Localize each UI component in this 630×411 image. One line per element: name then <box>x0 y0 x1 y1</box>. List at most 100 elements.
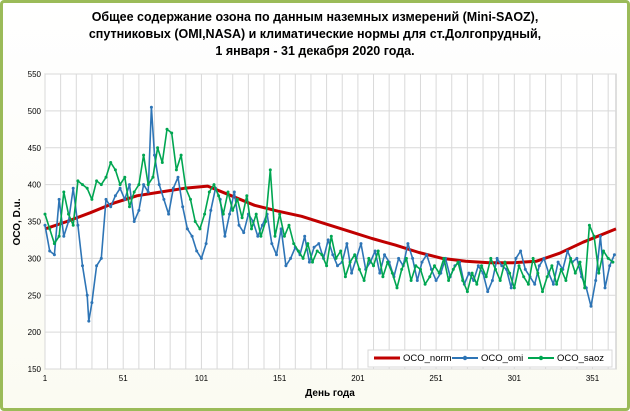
data-point-OCO_saoz <box>250 227 253 231</box>
data-point-OCO_omi <box>519 249 523 253</box>
data-point-OCO_omi <box>104 197 108 201</box>
data-point-OCO_saoz <box>461 279 465 282</box>
data-point-OCO_saoz <box>470 271 474 275</box>
data-point-OCO_saoz <box>282 234 286 238</box>
y-tick-label: 350 <box>28 218 42 227</box>
data-point-OCO_saoz <box>207 190 211 194</box>
data-point-OCO_omi <box>289 256 293 260</box>
data-point-OCO_saoz <box>517 264 521 268</box>
legend-label-omi: OCO_omi <box>481 353 523 364</box>
data-point-OCO_saoz <box>264 220 268 223</box>
data-point-OCO_omi <box>237 223 241 227</box>
legend-label-norm: OCO_norm <box>403 353 452 364</box>
data-point-OCO_saoz <box>189 197 192 201</box>
data-point-OCO_omi <box>167 212 171 216</box>
data-point-OCO_omi <box>312 245 316 249</box>
data-point-OCO_saoz <box>170 131 174 135</box>
data-point-OCO_omi <box>181 205 185 209</box>
data-point-OCO_omi <box>556 260 560 264</box>
data-point-OCO_saoz <box>602 249 605 253</box>
data-point-OCO_omi <box>185 227 189 231</box>
data-point-OCO_saoz <box>451 267 455 271</box>
data-point-OCO_saoz <box>76 179 80 183</box>
data-point-OCO_saoz <box>151 175 155 179</box>
data-point-OCO_saoz <box>480 264 483 268</box>
y-tick-label: 150 <box>28 365 42 374</box>
data-point-OCO_omi <box>57 197 61 201</box>
data-point-OCO_omi <box>350 271 354 275</box>
data-point-OCO_saoz <box>597 271 601 275</box>
y-tick-label: 200 <box>28 328 42 337</box>
data-point-OCO_omi <box>425 253 429 257</box>
y-tick-label: 300 <box>28 254 42 263</box>
data-point-OCO_omi <box>260 223 264 227</box>
data-point-OCO_saoz <box>278 212 282 216</box>
data-point-OCO_omi <box>176 175 180 179</box>
data-point-OCO_saoz <box>99 183 103 187</box>
data-point-OCO_omi <box>256 234 260 238</box>
data-point-OCO_saoz <box>296 249 300 253</box>
data-point-OCO_saoz <box>559 267 563 271</box>
data-point-OCO_omi <box>118 186 122 190</box>
legend: OCO_norm OCO_omi OCO_saoz <box>367 349 613 368</box>
data-point-OCO_saoz <box>334 256 338 260</box>
data-point-OCO_saoz <box>90 197 94 201</box>
data-point-OCO_omi <box>608 264 612 268</box>
data-point-OCO_saoz <box>226 190 230 194</box>
data-point-OCO_omi <box>378 271 382 275</box>
data-point-OCO_omi <box>199 256 203 260</box>
chart-title-line-1: Общее содержание озона по данным наземны… <box>92 10 539 24</box>
y-tick-labels: 150 200 250 300 350 400 450 500 550 <box>28 70 42 374</box>
data-point-OCO_saoz <box>592 234 596 238</box>
data-point-OCO_omi <box>52 253 56 257</box>
data-point-OCO_omi <box>67 220 70 223</box>
y-tick-label: 250 <box>28 291 42 300</box>
data-point-OCO_omi <box>551 282 555 286</box>
data-point-OCO_saoz <box>367 256 371 260</box>
data-point-OCO_saoz <box>118 183 122 187</box>
data-point-OCO_saoz <box>569 256 573 260</box>
data-point-OCO_saoz <box>128 205 131 209</box>
data-point-OCO_saoz <box>221 212 225 216</box>
legend-box <box>367 349 613 368</box>
data-point-OCO_saoz <box>409 279 413 282</box>
x-tick-label: 251 <box>429 374 443 383</box>
data-point-OCO_saoz <box>146 183 150 187</box>
data-point-OCO_saoz <box>578 260 582 264</box>
x-tick-label: 201 <box>351 374 365 383</box>
data-point-OCO_omi <box>598 234 602 238</box>
data-point-OCO_saoz <box>71 223 75 227</box>
data-point-OCO_saoz <box>357 267 361 271</box>
data-point-OCO_omi <box>383 253 386 257</box>
data-point-OCO_omi <box>128 183 131 187</box>
x-gridlines <box>44 74 609 369</box>
data-point-OCO_omi <box>589 304 593 308</box>
series-line-OCO_saoz <box>44 128 614 293</box>
data-point-OCO_omi <box>420 260 424 264</box>
data-point-OCO_omi <box>476 264 480 268</box>
data-point-OCO_saoz <box>301 256 305 260</box>
data-point-OCO_omi <box>113 194 117 198</box>
data-point-OCO_saoz <box>404 256 408 260</box>
data-point-OCO_saoz <box>160 161 164 164</box>
data-point-OCO_saoz <box>212 183 216 187</box>
data-point-OCO_omi <box>204 242 208 246</box>
data-point-OCO_saoz <box>165 127 169 131</box>
series-layer <box>43 105 617 323</box>
data-point-OCO_omi <box>81 264 84 268</box>
data-point-OCO_omi <box>509 286 513 290</box>
data-point-OCO_saoz <box>231 208 235 212</box>
data-point-OCO_omi <box>95 264 99 268</box>
data-point-OCO_saoz <box>611 260 615 264</box>
data-point-OCO_omi <box>406 242 410 246</box>
data-point-OCO_omi <box>542 256 546 260</box>
data-point-OCO_saoz <box>536 271 540 275</box>
data-point-OCO_saoz <box>437 271 441 275</box>
data-point-OCO_saoz <box>156 146 160 150</box>
data-point-OCO_saoz <box>545 275 549 279</box>
data-point-OCO_omi <box>514 256 518 260</box>
data-point-OCO_saoz <box>423 282 427 286</box>
data-point-OCO_omi <box>500 264 504 268</box>
x-tick-label: 151 <box>273 374 287 383</box>
data-point-OCO_omi <box>397 256 401 260</box>
